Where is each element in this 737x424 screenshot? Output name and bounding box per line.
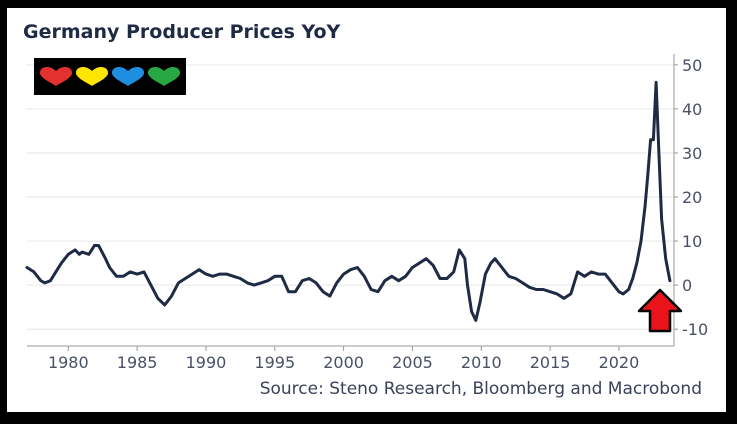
heart-icon — [39, 66, 73, 86]
y-tick-label: 30 — [682, 144, 702, 163]
chart-card: 50 40 30 20 10 0 -10 1980 1985 1990 1995 2000 2005 20… — [7, 8, 726, 412]
down-arrow-annotation — [637, 288, 683, 333]
x-tick-label: 1980 — [48, 353, 89, 372]
grid-layer — [27, 64, 674, 330]
x-tick-label: 1990 — [186, 353, 227, 372]
series-layer — [25, 80, 672, 322]
heart-icon — [147, 66, 181, 86]
x-tick-label: 2020 — [599, 353, 640, 372]
x-tick-label: 1985 — [117, 353, 158, 372]
y-tick-label: 40 — [682, 100, 702, 119]
source-note: Source: Steno Research, Bloomberg and Ma… — [259, 379, 702, 399]
heart-logo — [34, 58, 186, 95]
x-tick-label: 2015 — [530, 353, 571, 372]
y-tick-label: 20 — [682, 188, 702, 207]
x-tick-label: 2010 — [461, 353, 502, 372]
chart-title: Germany Producer Prices YoY — [23, 21, 341, 43]
heart-logo-svg — [39, 66, 181, 86]
heart-icon — [75, 66, 109, 86]
x-tick-label: 2000 — [323, 353, 364, 372]
y-tick-label: 10 — [682, 232, 702, 251]
y-tick-label: 50 — [682, 56, 702, 75]
y-tick-label: -10 — [682, 320, 708, 339]
x-tick-label: 1995 — [254, 353, 295, 372]
heart-icon — [111, 66, 145, 86]
y-tick-label: 0 — [682, 276, 692, 295]
x-tick-label: 2005 — [392, 353, 433, 372]
red-arrow — [637, 288, 683, 333]
series-line-0 — [25, 80, 672, 322]
